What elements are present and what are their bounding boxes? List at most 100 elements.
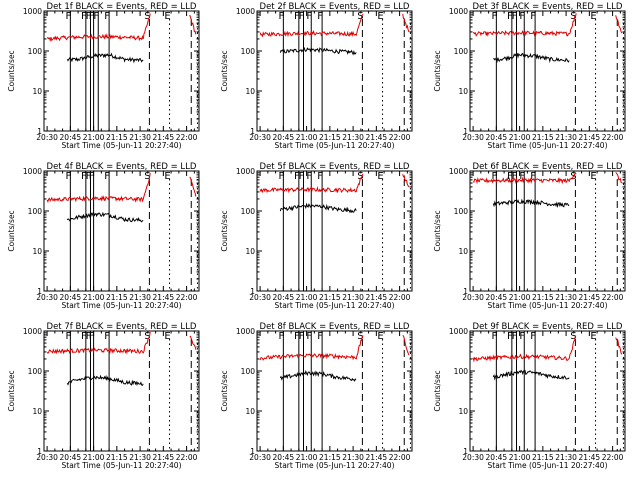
y-tick-label: 10 [32,87,42,96]
annotation-label: E [164,11,170,22]
x-tick-label: 21:30 [342,293,364,302]
annotation-label: F [278,11,284,22]
y-tick-label: 10 [32,247,42,256]
annotation-label: F [104,11,110,22]
y-tick-label: 10 [245,87,255,96]
x-tick-label: 21:15 [319,293,341,302]
x-axis-label: Start Time (05-Jun-11 20:27:40) [488,461,608,470]
x-tick-label: 21:30 [555,133,577,142]
annotation-label: E [377,331,383,342]
y-tick-label: 1000 [23,7,42,16]
annotation-label: S [570,331,576,342]
x-tick-label: 21:15 [532,133,554,142]
annotation-label: F [65,331,71,342]
x-tick-label: 22:00 [602,133,624,142]
x-tick-label: 21:30 [342,453,364,462]
annotation-label: S [570,11,576,22]
annotation-label: F [512,331,518,342]
plot-frame [43,170,200,292]
y-tick-label: 10 [32,407,42,416]
annotation-label: S [357,171,363,182]
chart-panel-6: Det 6f BLACK = Events, RED = LLD 1 10 100 10… [433,162,626,310]
plot-frame [43,10,200,132]
y-axis-label: Counts/sec [7,50,16,91]
annotation-label: F [507,11,513,22]
x-tick-label: 22:00 [176,293,198,302]
x-tick-label: 20:45 [273,453,295,462]
annotation-label: F [491,171,497,182]
y-axis-label: Counts/sec [7,370,16,411]
x-tick-label: 21:00 [83,293,105,302]
x-axis-label: Start Time (05-Jun-11 20:27:40) [62,301,182,310]
lld-series-line [259,13,364,38]
annotation-label: F [278,331,284,342]
chart-title: Det 9f BLACK = Events, RED = LLD [473,322,623,332]
y-tick-label: 100 [454,367,469,376]
x-tick-label: 21:30 [129,293,151,302]
lld-series-line [189,176,197,197]
annotation-label: F [294,171,300,182]
x-tick-label: 21:45 [579,133,601,142]
chart-title: Det 6f BLACK = Events, RED = LLD [473,162,623,172]
chart-title: Det 4f BLACK = Events, RED = LLD [47,162,197,172]
y-axis-label: Counts/sec [220,210,229,251]
annotation-label: F [86,11,92,22]
annotation-label: F [89,331,95,342]
x-tick-label: 21:45 [579,293,601,302]
y-tick-label: 10 [458,407,468,416]
y-tick-label: 1 [250,447,255,456]
x-tick-label: 21:00 [296,133,318,142]
y-tick-label: 1 [37,447,42,456]
annotation-label: S [357,11,363,22]
chart-panel-1: Det 1f BLACK = Events, RED = LLD 1 10 100 10… [7,2,200,150]
x-tick-label: 21:00 [509,293,531,302]
x-tick-label: 22:00 [176,133,198,142]
annotation-label: F [317,331,323,342]
events-series-line [66,374,144,387]
x-tick-label: 21:30 [129,453,151,462]
lld-series-line [402,174,410,188]
annotation-label: F [519,171,525,182]
events-series-line [279,202,357,214]
x-axis-label: Start Time (05-Jun-11 20:27:40) [275,461,395,470]
y-tick-label: 1000 [236,167,255,176]
annotation-label: F [89,11,95,22]
x-axis-label: Start Time (05-Jun-11 20:27:40) [488,301,608,310]
x-tick-label: 21:45 [153,293,175,302]
x-tick-label: 22:00 [389,133,411,142]
x-tick-label: 21:30 [129,133,151,142]
x-tick-label: 22:00 [602,293,624,302]
lld-series-line [259,173,364,194]
lld-series-line [402,335,410,356]
x-axis-label: Start Time (05-Jun-11 20:27:40) [275,301,395,310]
x-tick-label: 21:15 [106,133,128,142]
x-tick-label: 21:30 [555,293,577,302]
chart-title: Det 3f BLACK = Events, RED = LLD [473,2,623,12]
annotation-label: F [299,171,305,182]
events-series-line [493,52,570,64]
x-tick-label: 21:45 [579,453,601,462]
y-tick-label: 1000 [449,167,468,176]
annotation-label: F [93,11,99,22]
y-tick-label: 10 [245,407,255,416]
y-axis-label: Counts/sec [433,50,442,91]
annotation-label: F [512,11,518,22]
annotation-label: F [86,331,92,342]
annotation-label: F [491,331,497,342]
annotation-label: S [144,331,150,342]
y-tick-label: 1 [463,287,468,296]
y-axis-label: Counts/sec [220,370,229,411]
chart-panel-4: Det 4f BLACK = Events, RED = LLD 1 10 100 10… [7,162,200,310]
annotation-label: F [86,171,92,182]
annotation-label: F [81,171,87,182]
y-tick-label: 1000 [236,327,255,336]
lld-series-line [472,335,577,363]
x-tick-label: 20:45 [60,133,82,142]
plot-frame [43,330,200,452]
x-tick-label: 20:30 [249,293,271,302]
plot-frame [256,170,413,292]
x-axis-label: Start Time (05-Jun-11 20:27:40) [62,141,182,150]
x-tick-label: 20:30 [249,453,271,462]
x-tick-label: 21:45 [366,133,388,142]
